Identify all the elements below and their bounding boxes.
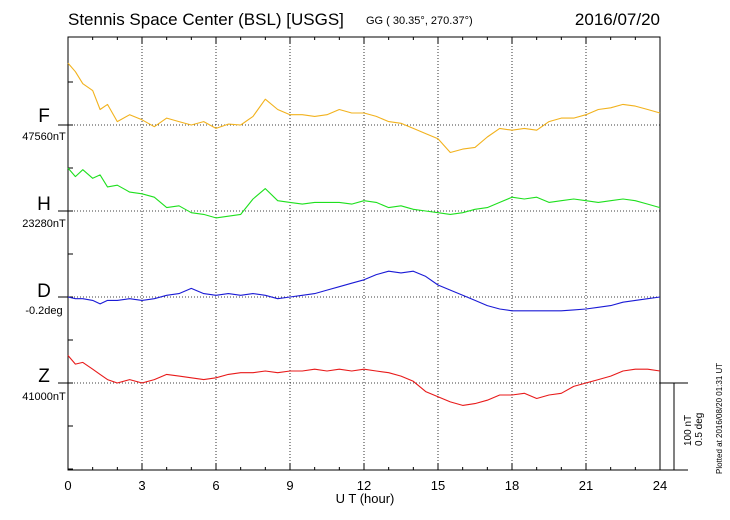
x-axis-label: U T (hour) — [335, 491, 395, 506]
chart-date: 2016/07/20 — [574, 10, 660, 29]
channel-baseline-z: 41000nT — [22, 391, 66, 403]
channel-baseline-f: 47560nT — [22, 131, 66, 143]
coordinates-label: GG ( 30.35°, 270.37°) — [366, 15, 473, 27]
series-line-h — [67, 167, 661, 219]
x-tick-label: 24 — [652, 478, 668, 493]
channel-baseline-h: 23280nT — [22, 218, 66, 230]
plotted-timestamp: Plotted at 2016/08/20 01:31 UT — [715, 362, 724, 474]
x-tick-label: 18 — [504, 478, 520, 493]
channel-name-z: Z — [38, 366, 50, 387]
scale-label-deg: 0.5 deg — [694, 412, 705, 446]
series-line-z — [67, 355, 661, 406]
x-tick-label: 3 — [138, 478, 146, 493]
series-line-f — [67, 62, 661, 154]
channel-name-d: D — [37, 281, 51, 302]
channel-name-h: H — [37, 194, 51, 215]
channel-name-f: F — [38, 106, 50, 127]
scale-label-nt: 100 nT — [683, 414, 694, 446]
series-line-d — [67, 270, 661, 312]
channel-baseline-d: -0.2deg — [25, 305, 63, 317]
chart-title: Stennis Space Center (BSL) [USGS] — [68, 10, 344, 29]
x-tick-label: 12 — [356, 478, 372, 493]
x-tick-label: 9 — [286, 478, 294, 493]
x-tick-label: 15 — [430, 478, 446, 493]
x-tick-label: 0 — [64, 478, 72, 493]
x-tick-label: 6 — [212, 478, 220, 493]
x-tick-label: 21 — [578, 478, 594, 493]
